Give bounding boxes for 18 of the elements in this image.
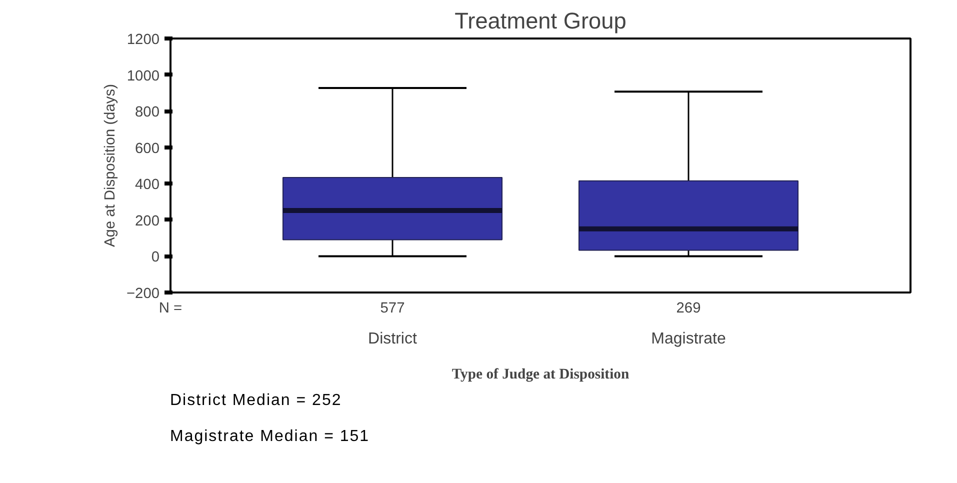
y-tick-label: 1200 (126, 32, 160, 48)
y-axis-title: Age at Disposition (days) (102, 84, 118, 247)
text: Magistrate Median = 151 (170, 427, 370, 447)
x-tick-label: District (368, 330, 418, 348)
x-axis-title: Type of Judge at Disposition (452, 366, 630, 382)
text: N = (158, 300, 182, 316)
y-tick-label: 600 (135, 140, 160, 157)
y-tick-label: 0 (151, 250, 160, 266)
x-tick-label: Magistrate (651, 330, 726, 348)
text: 577 (380, 300, 405, 316)
y-tick-label: 1000 (126, 68, 160, 84)
y-tick-label: −200 (126, 286, 160, 302)
chart-title: Treatment Group (454, 8, 626, 34)
text: 269 (676, 300, 701, 316)
text: District Median = 252 (170, 391, 342, 411)
y-tick-label: 800 (135, 104, 160, 121)
y-tick-label: 400 (135, 177, 160, 194)
y-tick-label: 200 (135, 213, 160, 230)
